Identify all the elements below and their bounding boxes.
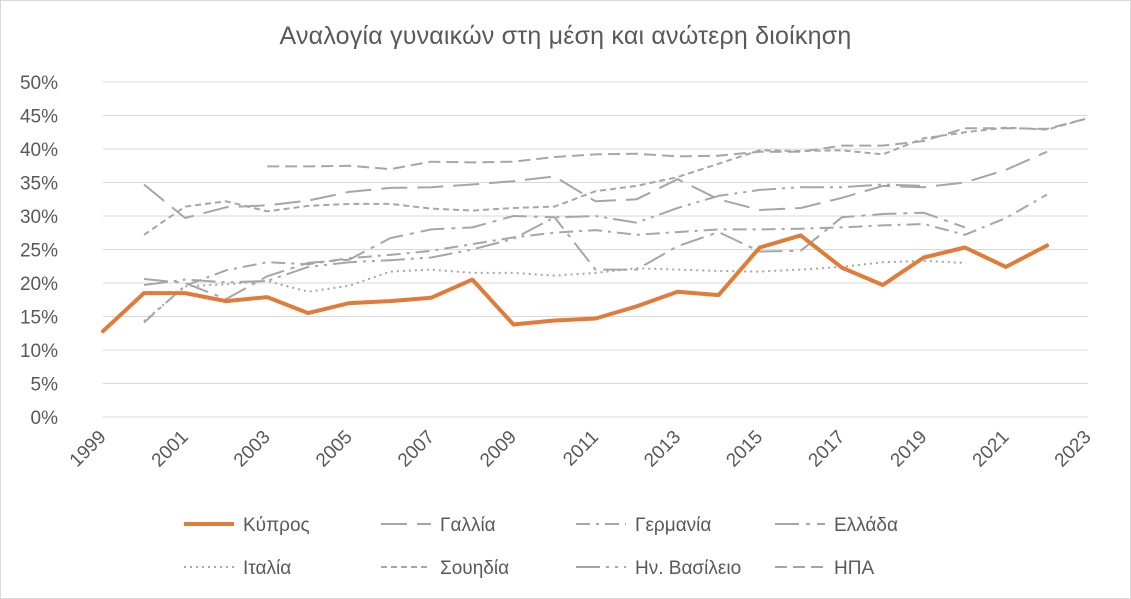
y-tick-label: 10% [20,341,58,362]
y-tick-label: 50% [20,73,58,94]
y-tick-label: 5% [31,375,59,396]
y-tick-label: 40% [20,140,58,161]
x-tick-label: 2021 [969,427,1014,472]
legend-label-0: Κύπρος [243,515,310,536]
legend-label-1: Γαλλία [440,515,496,536]
y-tick-label: 45% [20,107,58,128]
y-axis-ticks: 0% 5% 10% 15% 20% 25% 30% 35% 40% 45% 50% [20,73,58,429]
series-line-1 [143,150,1048,219]
series-line-3 [143,211,966,301]
y-tick-label: 0% [31,408,59,429]
series-line-7 [267,117,1089,171]
y-tick-label: 25% [20,241,58,262]
gridlines [103,81,1088,418]
series-line-5 [143,117,1089,236]
legend-label-5: Σουηδία [440,558,509,579]
x-tick-label: 2005 [312,427,357,472]
series-lines [101,117,1089,334]
x-tick-label: 1999 [66,427,111,472]
x-tick-label: 2019 [887,427,932,472]
x-tick-label: 2009 [476,427,521,472]
legend-label-7: ΗΠΑ [834,558,874,579]
series-line-0 [101,233,1049,334]
x-axis-ticks: 1999 2001 2003 2005 2007 2009 2011 2013 2015 2017… [66,427,1096,472]
series-line-2 [143,193,1048,324]
legend-label-4: Ιταλία [243,558,291,579]
series-line-6 [143,183,924,286]
y-tick-label: 35% [20,174,58,195]
series-line-4 [143,259,965,322]
x-tick-label: 2001 [148,427,193,472]
legend-label-2: Γερμανία [635,515,711,536]
legend: Κύπρος Γαλλία Γερμανία Ελλάδα Ιταλία Σουηδία Η… [184,515,898,579]
y-tick-label: 15% [20,308,58,329]
x-tick-label: 2017 [805,427,850,472]
y-tick-label: 20% [20,274,58,295]
x-tick-label: 2011 [559,427,603,471]
chart-title: Αναλογία γυναικών στη μέση και ανώτερη δ… [279,22,852,50]
x-tick-label: 2013 [640,427,685,472]
y-tick-label: 30% [20,207,58,228]
x-tick-label: 2015 [722,427,767,472]
x-tick-label: 2007 [394,427,439,472]
legend-label-6: Ην. Βασίλειο [635,558,741,579]
x-tick-label: 2003 [230,427,275,472]
legend-label-3: Ελλάδα [834,515,898,536]
x-tick-label: 2023 [1051,427,1096,472]
